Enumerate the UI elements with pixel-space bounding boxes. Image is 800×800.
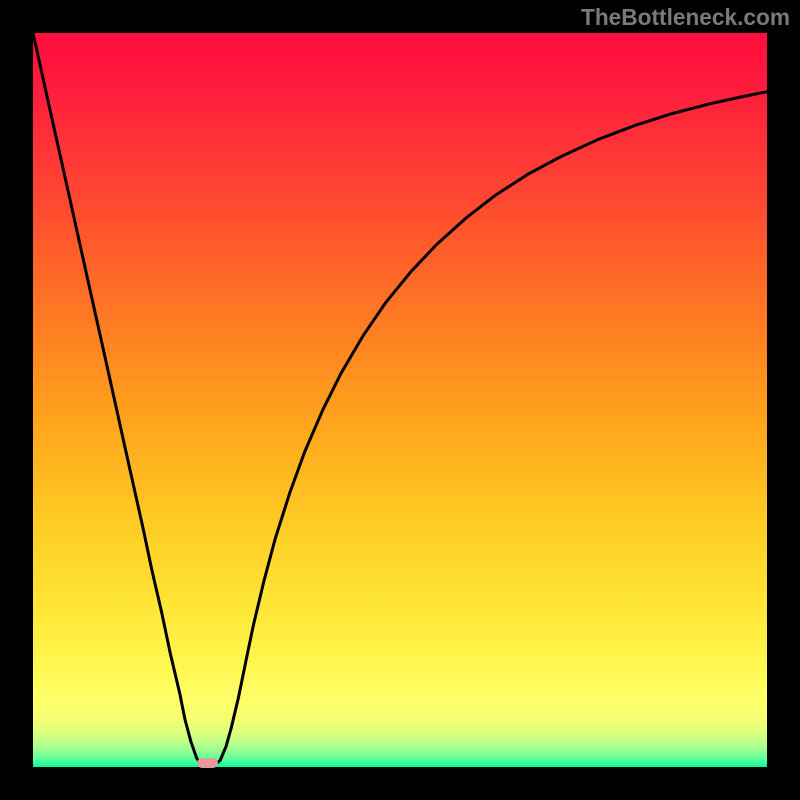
frame-left bbox=[0, 0, 33, 800]
frame-right bbox=[767, 0, 800, 800]
chart-container: TheBottleneck.com bbox=[0, 0, 800, 800]
gradient-background bbox=[33, 33, 767, 767]
curve-svg bbox=[33, 33, 767, 767]
watermark-text: TheBottleneck.com bbox=[581, 4, 790, 31]
plot-area bbox=[33, 33, 767, 767]
frame-bottom bbox=[0, 767, 800, 800]
optimum-marker bbox=[197, 758, 218, 768]
